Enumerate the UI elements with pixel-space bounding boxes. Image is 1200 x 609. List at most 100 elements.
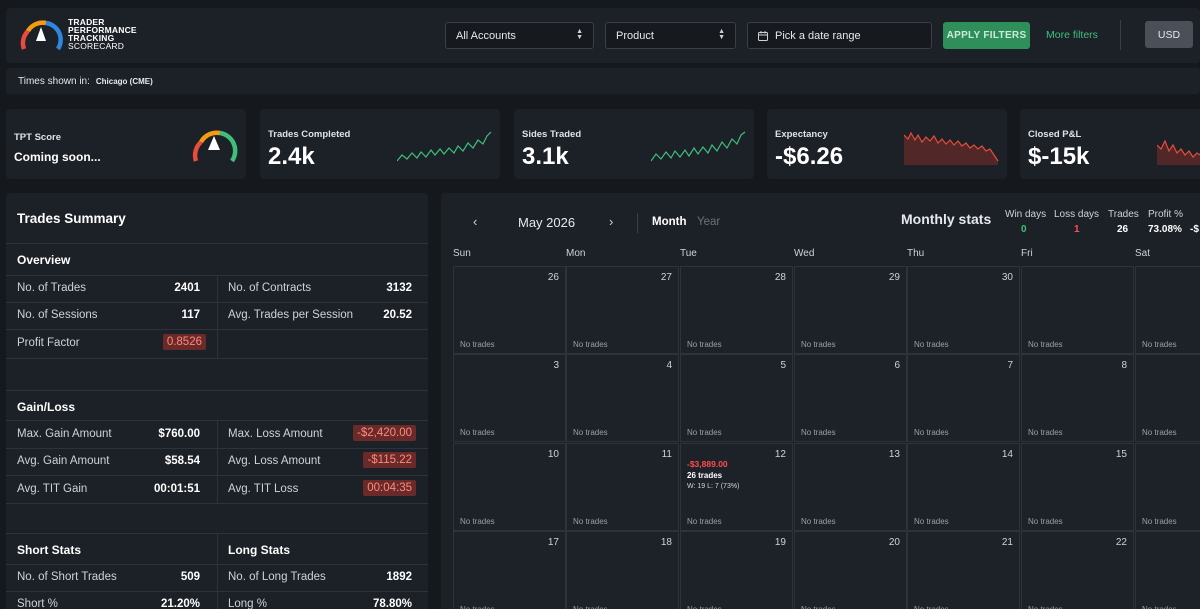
calendar-month-label: May 2026 bbox=[518, 215, 576, 230]
calendar-day-cell[interactable]: 6 No trades bbox=[794, 354, 907, 442]
calendar-day-cell[interactable]: 8 No trades bbox=[1021, 354, 1134, 442]
calendar-day-cell[interactable]: 4 No trades bbox=[566, 354, 679, 442]
divider bbox=[6, 329, 428, 330]
max-loss-label: Max. Loss Amount bbox=[228, 428, 323, 440]
calendar-day-cell[interactable]: 27 No trades bbox=[566, 266, 679, 354]
calendar-day-cell[interactable]: 7 No trades bbox=[907, 354, 1020, 442]
apply-filters-button[interactable]: APPLY FILTERS bbox=[943, 22, 1030, 49]
calendar-day-cell[interactable]: No trades bbox=[1021, 266, 1134, 354]
timezone-label: Times shown in: bbox=[18, 75, 90, 87]
weekday-sun: Sun bbox=[453, 248, 471, 259]
no-trades-text: No trades bbox=[914, 605, 949, 609]
no-trades-text: No trades bbox=[573, 340, 608, 349]
calendar-day-cell[interactable]: 1No trades bbox=[1135, 266, 1200, 354]
no-sessions-value: 117 bbox=[181, 309, 200, 321]
no-trades-text: No trades bbox=[801, 428, 836, 437]
calendar-day-cell[interactable]: 18 No trades bbox=[566, 531, 679, 609]
closed-pl-value: $-15k bbox=[1028, 143, 1090, 170]
day-number: 15 bbox=[1115, 449, 1127, 460]
calendar-day-cell[interactable]: 19 No trades bbox=[680, 531, 793, 609]
day-number: 7 bbox=[1007, 360, 1013, 371]
calendar-day-cell[interactable]: No trades bbox=[1135, 354, 1200, 442]
expectancy-sparkline bbox=[904, 131, 999, 165]
calendar-day-cell[interactable]: No trades bbox=[1135, 443, 1200, 531]
calendar-day-cell[interactable]: 30 No trades bbox=[907, 266, 1020, 354]
trades-completed-card: Trades Completed 2.4k bbox=[260, 109, 500, 179]
no-contracts-value: 3132 bbox=[386, 282, 412, 294]
tpt-score-label: TPT Score bbox=[14, 132, 61, 143]
closed-pl-label: Closed P&L bbox=[1028, 129, 1082, 140]
max-gain-value: $760.00 bbox=[158, 428, 200, 440]
no-trades-text: No trades bbox=[460, 517, 495, 526]
no-trades-text: No trades bbox=[1028, 605, 1063, 609]
gauge-icon bbox=[192, 130, 238, 163]
weekday-thu: Thu bbox=[907, 248, 925, 259]
accounts-select[interactable]: All Accounts ▲ ▼ bbox=[445, 22, 594, 49]
calendar-day-cell[interactable]: 10 No trades bbox=[453, 443, 566, 531]
no-short-trades-label: No. of Short Trades bbox=[17, 571, 117, 583]
weekday-tue: Tue bbox=[680, 248, 697, 259]
no-trades-text: No trades bbox=[1142, 340, 1177, 349]
calendar-day-cell[interactable]: 5 No trades bbox=[680, 354, 793, 442]
day-number: 3 bbox=[553, 360, 559, 371]
day-number: 20 bbox=[888, 537, 900, 548]
monthly-stats-title: Monthly stats bbox=[901, 211, 992, 227]
no-trades-text: No trades bbox=[914, 340, 949, 349]
calendar-day-cell[interactable]: 3 No trades bbox=[453, 354, 566, 442]
day-number: 27 bbox=[660, 272, 672, 283]
no-trades-text: No trades bbox=[687, 428, 722, 437]
calendar-day-cell[interactable]: 28 No trades bbox=[680, 266, 793, 354]
date-range-picker[interactable]: Pick a date range bbox=[747, 22, 932, 49]
day-number: 28 bbox=[774, 272, 786, 283]
no-trades-text: No trades bbox=[1028, 428, 1063, 437]
day-number: 5 bbox=[780, 360, 786, 371]
product-select-value: Product bbox=[616, 29, 654, 42]
day-trade-count: 26 trades bbox=[687, 471, 723, 480]
calendar-day-cell[interactable]: No trades bbox=[1135, 531, 1200, 609]
day-number: 10 bbox=[547, 449, 559, 460]
avg-tit-gain-value: 00:01:51 bbox=[153, 483, 200, 495]
trades-summary-panel: Trades Summary Overview No. of Trades 24… bbox=[6, 193, 428, 609]
next-month-icon[interactable]: › bbox=[609, 214, 614, 229]
divider bbox=[6, 390, 428, 391]
win-days-label: Win days bbox=[1005, 209, 1047, 220]
calendar-day-cell[interactable]: 11 No trades bbox=[566, 443, 679, 531]
no-trades-text: No trades bbox=[914, 517, 949, 526]
calendar-day-cell[interactable]: 13 No trades bbox=[794, 443, 907, 531]
tab-month[interactable]: Month bbox=[652, 216, 687, 228]
divider bbox=[637, 213, 638, 233]
avg-tit-loss-value: 00:04:35 bbox=[363, 480, 416, 496]
currency-button[interactable]: USD bbox=[1145, 21, 1193, 48]
day-number: 21 bbox=[1001, 537, 1013, 548]
avg-gain-label: Avg. Gain Amount bbox=[17, 455, 110, 467]
top-header: TRADER PERFORMANCE TRACKING SCORECARD Al… bbox=[6, 8, 1200, 63]
no-sessions-label: No. of Sessions bbox=[17, 309, 98, 321]
win-days-value: 0 bbox=[1021, 224, 1027, 235]
calendar-day-cell[interactable]: 29 No trades bbox=[794, 266, 907, 354]
calendar-day-cell[interactable]: 22 No trades bbox=[1021, 531, 1134, 609]
accounts-select-value: All Accounts bbox=[456, 29, 516, 42]
calendar-panel: ‹ May 2026 › Month Year Monthly stats Wi… bbox=[441, 193, 1200, 609]
trades-summary-title: Trades Summary bbox=[17, 211, 126, 226]
day-number: 29 bbox=[888, 272, 900, 283]
prev-month-icon[interactable]: ‹ bbox=[473, 214, 478, 229]
no-long-trades-label: No. of Long Trades bbox=[228, 571, 326, 583]
no-trades-text: No trades bbox=[1142, 605, 1177, 609]
logo-text: TRADER PERFORMANCE TRACKING SCORECARD bbox=[68, 18, 137, 51]
no-contracts-label: No. of Contracts bbox=[228, 282, 312, 294]
calendar-day-cell[interactable]: 14 No trades bbox=[907, 443, 1020, 531]
weekday-fri: Fri bbox=[1021, 248, 1033, 259]
no-trades-text: No trades bbox=[914, 428, 949, 437]
calendar-day-cell[interactable]: 17 No trades bbox=[453, 531, 566, 609]
product-select[interactable]: Product ▲ ▼ bbox=[605, 22, 736, 49]
calendar-day-cell[interactable]: 26 No trades bbox=[453, 266, 566, 354]
calendar-day-cell[interactable]: 21 No trades bbox=[907, 531, 1020, 609]
sides-traded-value: 3.1k bbox=[522, 143, 569, 170]
no-trades-text: No trades bbox=[1028, 517, 1063, 526]
calendar-day-cell[interactable]: 15 No trades bbox=[1021, 443, 1134, 531]
expectancy-card: Expectancy -$6.26 bbox=[767, 109, 1007, 179]
calendar-day-cell[interactable]: 12 -$3,889.00 26 trades W: 19 L: 7 (73%) No … bbox=[680, 443, 793, 531]
calendar-day-cell[interactable]: 20 No trades bbox=[794, 531, 907, 609]
tab-year[interactable]: Year bbox=[697, 216, 721, 228]
more-filters-link[interactable]: More filters bbox=[1046, 29, 1098, 41]
